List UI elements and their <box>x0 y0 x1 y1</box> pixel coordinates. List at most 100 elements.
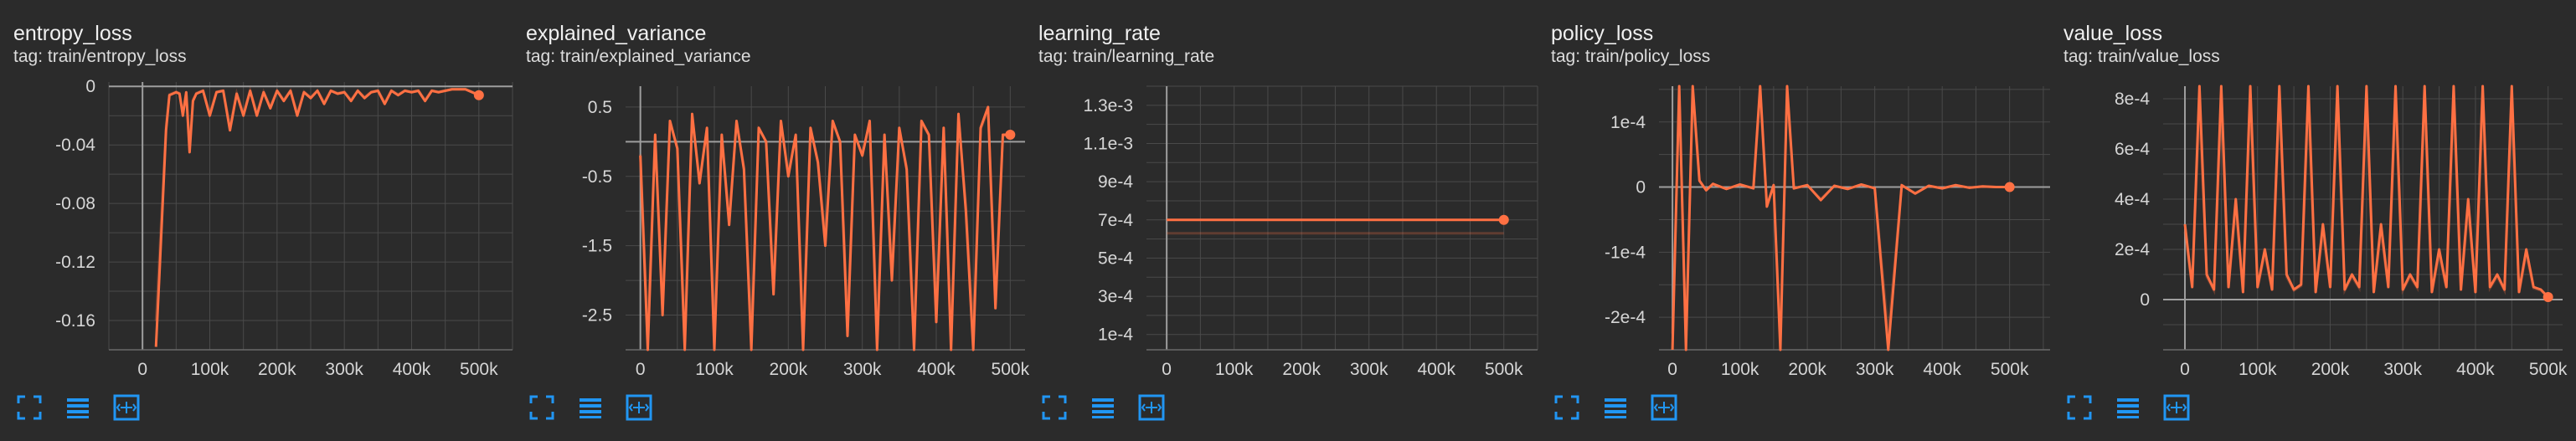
chart-tag: tag: train/value_loss <box>2063 47 2220 66</box>
chart-card-entropy-loss: entropy_loss tag: train/entropy_loss 0 -0… <box>0 0 513 441</box>
chart-title: policy_loss <box>1551 22 1654 45</box>
chart-title: explained_variance <box>526 22 707 45</box>
chart-card-learning-rate: learning_rate tag: train/learning_rate 1… <box>1025 0 1538 441</box>
y-tick-label: 0.5 <box>588 98 612 117</box>
x-tick-label: 300k <box>2383 360 2422 379</box>
data-table-button[interactable] <box>1600 393 1631 425</box>
data-table-button[interactable] <box>62 393 94 425</box>
y-tick-label: 1.3e-3 <box>1083 96 1133 115</box>
fit-domain-button[interactable] <box>1136 393 1167 425</box>
x-tick-label: 100k <box>695 360 734 379</box>
fit-domain-button[interactable] <box>2161 393 2192 425</box>
y-tick-label: 2e-4 <box>2115 240 2150 259</box>
data-table-button[interactable] <box>574 393 606 425</box>
fullscreen-button[interactable] <box>13 393 45 425</box>
card-toolbar <box>2063 393 2209 425</box>
fit-domain-icon <box>112 393 141 426</box>
fit-domain-icon <box>1137 393 1166 426</box>
y-tick-label: -0.04 <box>55 136 95 155</box>
x-tick-label: 100k <box>2239 360 2277 379</box>
x-tick-label: 200k <box>1282 360 1321 379</box>
data-table-button[interactable] <box>2112 393 2144 425</box>
x-tick-label: 100k <box>1215 360 1254 379</box>
y-tick-label: 4e-4 <box>2115 190 2150 209</box>
x-tick-label: 0 <box>137 360 147 379</box>
chart-card-value-loss: value_loss tag: train/value_loss 8e-4 6e-… <box>2050 0 2568 441</box>
chart-tag: tag: train/policy_loss <box>1551 47 1711 66</box>
x-tick-label: 100k <box>1721 360 1759 379</box>
data-table-icon <box>2114 393 2142 426</box>
x-tick-label: 500k <box>992 360 1030 379</box>
card-toolbar <box>13 393 159 425</box>
fullscreen-icon <box>1553 393 1581 426</box>
y-tick-label: 9e-4 <box>1098 172 1133 192</box>
y-tick-label: 0 <box>1636 178 1646 197</box>
y-tick-label: 6e-4 <box>2115 140 2150 159</box>
y-tick-label: -0.08 <box>55 194 95 213</box>
fullscreen-button[interactable] <box>1038 393 1070 425</box>
chart-plot[interactable]: 1e-4 0 -1e-4 -2e-4 0 100k 200k 300k 400k 500k <box>1538 74 2050 379</box>
series-last-point <box>2004 182 2015 192</box>
card-toolbar <box>1551 393 1697 425</box>
x-tick-label: 0 <box>1667 360 1677 379</box>
fit-domain-icon <box>1650 393 1678 426</box>
fullscreen-icon <box>15 393 44 426</box>
chart-plot[interactable]: 0 -0.04 -0.08 -0.12 -0.16 0 100k 200k 300k 400k 50… <box>0 74 513 379</box>
x-tick-label: 200k <box>770 360 808 379</box>
fit-domain-icon <box>2162 393 2191 426</box>
y-tick-label: -2.5 <box>582 306 612 326</box>
card-toolbar <box>1038 393 1184 425</box>
series-last-point <box>473 90 484 100</box>
fullscreen-icon <box>528 393 556 426</box>
x-tick-label: 0 <box>2180 360 2190 379</box>
series-last-point <box>2543 292 2553 302</box>
x-tick-label: 500k <box>1991 360 2029 379</box>
x-tick-label: 300k <box>1856 360 1894 379</box>
fit-domain-button[interactable] <box>1648 393 1680 425</box>
series-line <box>154 88 480 347</box>
y-tick-label: -0.12 <box>55 253 95 272</box>
fit-domain-button[interactable] <box>111 393 142 425</box>
data-table-icon <box>576 393 605 426</box>
series-last-point <box>1498 214 1509 225</box>
y-tick-label: 0 <box>2140 290 2150 310</box>
chart-tag: tag: train/learning_rate <box>1038 47 1215 66</box>
x-tick-label: 400k <box>917 360 956 379</box>
x-tick-label: 500k <box>460 360 498 379</box>
chart-plot[interactable]: 0.5 -0.5 -1.5 -2.5 0 100k 200k 300k 400k 500k <box>513 74 1030 379</box>
y-tick-label: 7e-4 <box>1098 211 1133 230</box>
y-tick-label: -0.16 <box>55 311 95 331</box>
y-tick-label: 1.1e-3 <box>1083 134 1133 153</box>
fullscreen-button[interactable] <box>1551 393 1583 425</box>
x-tick-label: 300k <box>843 360 882 379</box>
data-table-icon <box>1601 393 1630 426</box>
series-last-point <box>1005 130 1016 141</box>
x-tick-label: 500k <box>1485 360 1523 379</box>
data-table-button[interactable] <box>1087 393 1119 425</box>
fit-domain-button[interactable] <box>623 393 655 425</box>
chart-tag: tag: train/entropy_loss <box>13 47 187 66</box>
fullscreen-button[interactable] <box>2063 393 2095 425</box>
chart-title: value_loss <box>2063 22 2163 45</box>
y-tick-label: 3e-4 <box>1098 287 1133 306</box>
x-tick-label: 0 <box>636 360 646 379</box>
y-tick-label: 1e-4 <box>1610 113 1646 132</box>
x-tick-label: 200k <box>1788 360 1826 379</box>
fullscreen-button[interactable] <box>526 393 558 425</box>
x-tick-label: 400k <box>2456 360 2495 379</box>
chart-card-policy-loss: policy_loss tag: train/policy_loss 1e-4 0… <box>1538 0 2050 441</box>
y-tick-label: -0.5 <box>582 167 612 187</box>
x-tick-label: 400k <box>1923 360 1961 379</box>
x-tick-label: 200k <box>258 360 296 379</box>
x-tick-label: 0 <box>1162 360 1172 379</box>
chart-plot[interactable]: 8e-4 6e-4 4e-4 2e-4 0 0 100k 200k 300k 400k 500k <box>2050 74 2568 379</box>
fullscreen-icon <box>1040 393 1069 426</box>
y-tick-label: 1e-4 <box>1098 326 1133 345</box>
fit-domain-icon <box>625 393 653 426</box>
x-tick-label: 400k <box>393 360 431 379</box>
y-tick-label: 5e-4 <box>1098 249 1133 268</box>
chart-plot[interactable]: 1.3e-3 1.1e-3 9e-4 7e-4 5e-4 3e-4 1e-4 0 100k 200… <box>1025 74 1538 379</box>
data-table-icon <box>1089 393 1117 426</box>
x-tick-label: 300k <box>1350 360 1388 379</box>
chart-title: learning_rate <box>1038 22 1161 45</box>
